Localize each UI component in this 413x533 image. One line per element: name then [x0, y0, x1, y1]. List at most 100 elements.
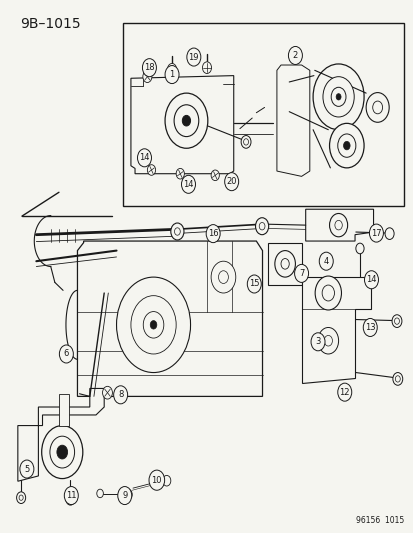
Circle shape — [355, 243, 363, 254]
Circle shape — [150, 320, 157, 329]
Text: 9: 9 — [122, 491, 127, 500]
Circle shape — [391, 315, 401, 327]
Text: 6: 6 — [64, 350, 69, 359]
Circle shape — [274, 251, 295, 277]
Circle shape — [255, 217, 268, 235]
Circle shape — [147, 165, 155, 175]
Circle shape — [66, 494, 75, 505]
Circle shape — [314, 276, 341, 310]
Circle shape — [330, 87, 345, 107]
Text: 5: 5 — [24, 465, 29, 473]
Text: 12: 12 — [339, 387, 349, 397]
Polygon shape — [301, 277, 370, 383]
Circle shape — [117, 487, 131, 505]
Circle shape — [294, 264, 308, 282]
Circle shape — [372, 101, 382, 114]
Circle shape — [167, 63, 176, 75]
Circle shape — [19, 495, 23, 500]
Text: 16: 16 — [207, 229, 218, 238]
Circle shape — [280, 259, 289, 269]
Text: 11: 11 — [66, 491, 76, 500]
Circle shape — [114, 386, 127, 404]
Circle shape — [323, 335, 332, 346]
Circle shape — [20, 460, 34, 478]
Circle shape — [143, 312, 164, 338]
Text: 3: 3 — [315, 337, 320, 346]
Circle shape — [102, 386, 112, 399]
Circle shape — [64, 487, 78, 505]
Circle shape — [394, 318, 399, 324]
Text: 18: 18 — [144, 63, 154, 72]
Circle shape — [17, 492, 26, 504]
Polygon shape — [131, 76, 233, 174]
Circle shape — [131, 296, 176, 354]
Circle shape — [165, 66, 178, 84]
Circle shape — [218, 271, 228, 284]
Circle shape — [334, 220, 342, 230]
Circle shape — [394, 376, 399, 382]
Circle shape — [259, 222, 264, 230]
Circle shape — [362, 318, 376, 336]
Text: 14: 14 — [183, 180, 193, 189]
Circle shape — [174, 105, 198, 136]
Circle shape — [165, 93, 207, 148]
Circle shape — [368, 224, 382, 242]
Circle shape — [182, 115, 190, 126]
Text: 9B–1015: 9B–1015 — [20, 17, 80, 31]
Circle shape — [337, 383, 351, 401]
Circle shape — [50, 436, 74, 468]
Circle shape — [322, 77, 354, 117]
Circle shape — [42, 425, 83, 479]
Circle shape — [288, 46, 301, 64]
Circle shape — [57, 445, 67, 459]
Circle shape — [365, 93, 388, 122]
Circle shape — [149, 470, 164, 490]
Circle shape — [329, 123, 363, 168]
Text: 20: 20 — [226, 177, 236, 186]
Circle shape — [392, 373, 402, 385]
Circle shape — [329, 214, 347, 237]
Text: 13: 13 — [364, 323, 375, 332]
Text: 14: 14 — [366, 275, 376, 284]
Polygon shape — [305, 209, 373, 241]
Circle shape — [142, 71, 152, 83]
Circle shape — [202, 62, 211, 74]
Circle shape — [211, 170, 219, 181]
Circle shape — [243, 139, 248, 145]
Circle shape — [317, 327, 338, 354]
Text: 7: 7 — [298, 269, 304, 278]
Text: 96156  1015: 96156 1015 — [355, 516, 404, 525]
Text: 17: 17 — [370, 229, 381, 238]
Circle shape — [176, 168, 184, 179]
Circle shape — [123, 489, 132, 500]
Circle shape — [321, 285, 334, 301]
Text: 14: 14 — [139, 154, 150, 163]
Circle shape — [310, 333, 324, 351]
Circle shape — [337, 134, 355, 157]
Circle shape — [343, 141, 349, 150]
Polygon shape — [77, 241, 262, 397]
Circle shape — [162, 475, 171, 486]
Circle shape — [186, 48, 200, 66]
Circle shape — [59, 345, 73, 363]
Circle shape — [171, 223, 183, 240]
Text: 8: 8 — [118, 390, 123, 399]
Polygon shape — [59, 394, 69, 425]
Text: 1: 1 — [169, 70, 174, 79]
Circle shape — [142, 59, 156, 77]
Circle shape — [137, 149, 151, 167]
Circle shape — [335, 94, 340, 100]
Circle shape — [247, 275, 261, 293]
Text: 10: 10 — [151, 475, 161, 484]
Circle shape — [318, 252, 332, 270]
Circle shape — [384, 228, 393, 239]
Circle shape — [181, 175, 195, 193]
Text: 4: 4 — [323, 257, 328, 265]
Circle shape — [363, 271, 377, 289]
Circle shape — [240, 135, 250, 148]
Bar — [122, 22, 404, 206]
Polygon shape — [18, 389, 104, 481]
Circle shape — [312, 64, 363, 130]
Circle shape — [68, 497, 72, 502]
Circle shape — [97, 489, 103, 498]
